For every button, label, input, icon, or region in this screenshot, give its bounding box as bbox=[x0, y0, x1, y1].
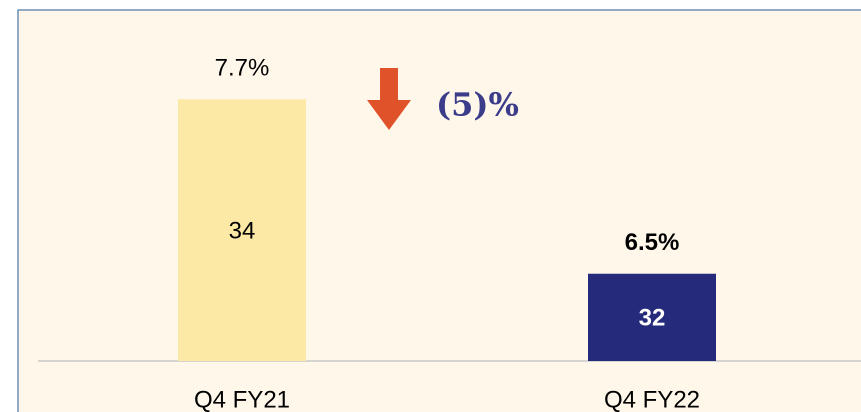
x-tick-label: Q4 FY22 bbox=[604, 386, 700, 412]
bar bbox=[178, 99, 306, 361]
panel bbox=[17, 9, 861, 412]
value-label: 32 bbox=[639, 305, 666, 332]
down-arrow bbox=[367, 68, 411, 130]
value-label: 34 bbox=[229, 217, 256, 244]
change-annotation: (5)% bbox=[436, 86, 519, 124]
margin-label: 7.7% bbox=[215, 55, 270, 82]
margin-label: 6.5% bbox=[625, 229, 680, 256]
bar bbox=[588, 273, 716, 361]
x-tick-label: Q4 FY21 bbox=[194, 386, 290, 412]
